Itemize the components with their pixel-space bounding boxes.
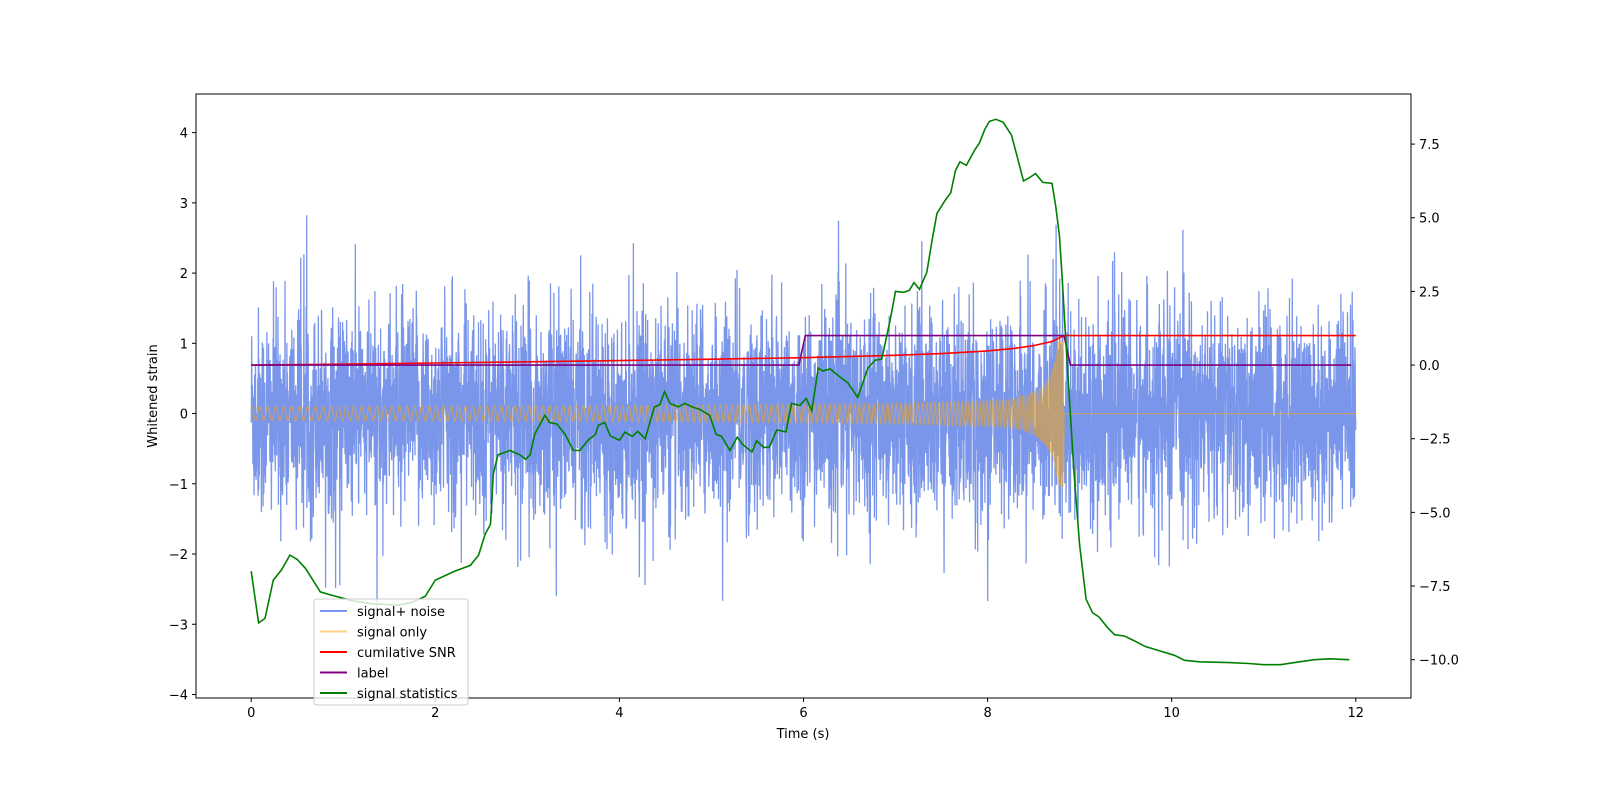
- legend-label: signal+ noise: [357, 605, 445, 620]
- x-tick-label: 10: [1163, 706, 1180, 721]
- series-label: [251, 334, 1352, 366]
- y-axis-label: Whitened strain: [146, 344, 161, 447]
- legend: signal+ noise signal only cumilative SNR la…: [313, 598, 469, 706]
- legend-label: signal statistics: [357, 687, 458, 702]
- y-axis-left: −4 −3 −2 −1 0 1 2 3 4: [169, 127, 196, 703]
- y-tick-label: 3: [180, 197, 188, 212]
- y-tick-label: 4: [180, 127, 188, 142]
- y2-tick-label: 5.0: [1419, 212, 1440, 227]
- y-tick-label: −1: [169, 478, 188, 493]
- x-axis-label: Time (s): [776, 727, 830, 742]
- y2-tick-label: 2.5: [1419, 285, 1440, 300]
- y2-tick-label: −2.5: [1419, 433, 1451, 448]
- x-tick-label: 8: [983, 706, 991, 721]
- y2-tick-label: −7.5: [1419, 580, 1451, 595]
- y-tick-label: 1: [180, 337, 188, 352]
- x-tick-label: 6: [799, 706, 807, 721]
- y2-tick-label: 0.0: [1419, 359, 1440, 374]
- legend-box: [313, 598, 469, 706]
- series-cumulative-snr: [251, 334, 1356, 366]
- y2-tick-label: −5.0: [1419, 506, 1451, 521]
- y-tick-label: −3: [169, 618, 188, 633]
- legend-label: cumilative SNR: [357, 646, 456, 661]
- series-layer: [250, 118, 1357, 666]
- y2-tick-label: 7.5: [1419, 138, 1440, 153]
- x-tick-label: 0: [247, 706, 255, 721]
- y-tick-label: 0: [180, 408, 188, 423]
- legend-label: label: [357, 667, 388, 682]
- y-tick-label: 2: [180, 267, 188, 282]
- x-tick-label: 4: [615, 706, 623, 721]
- x-tick-label: 2: [431, 706, 439, 721]
- x-tick-label: 12: [1347, 706, 1364, 721]
- y-tick-label: −4: [169, 688, 188, 703]
- y-axis-right: −10.0 −7.5 −5.0 −2.5 0.0 2.5 5.0 7.5: [1411, 138, 1459, 669]
- y-tick-label: −2: [169, 548, 188, 563]
- legend-label: signal only: [357, 626, 427, 641]
- series-signal-only: [250, 339, 1356, 488]
- series-signal-statistics: [250, 118, 1350, 666]
- y2-tick-label: −10.0: [1419, 654, 1459, 669]
